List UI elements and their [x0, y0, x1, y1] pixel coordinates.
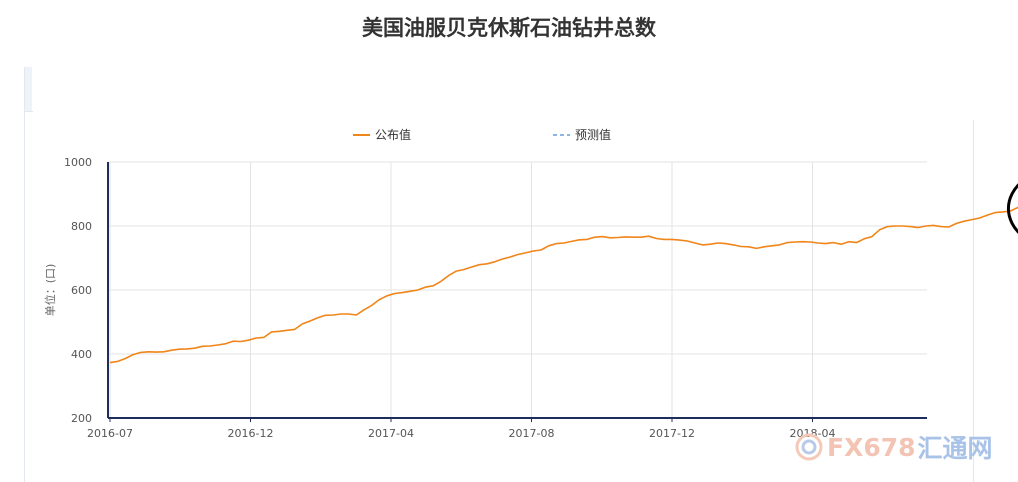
- panel-tab: [25, 67, 32, 111]
- panel-border-right: [973, 120, 974, 482]
- chart-axes: [107, 162, 927, 419]
- panel-border-top: [25, 111, 33, 112]
- x-tick-label: 2017-12: [649, 427, 695, 440]
- fx678-logo-icon: [795, 433, 823, 461]
- y-tick-label: 1000: [64, 156, 92, 169]
- legend-label-published: 公布值: [375, 127, 411, 142]
- x-tick-label: 2016-07: [87, 427, 133, 440]
- x-tick-label: 2017-04: [368, 427, 414, 440]
- watermark-brand: FX678: [827, 432, 916, 462]
- legend-item-forecast[interactable]: 预测值: [553, 127, 611, 142]
- chart-title: 美国油服贝克休斯石油钻井总数: [362, 16, 656, 40]
- watermark-brand-cn: 汇通网: [917, 434, 993, 463]
- x-tick-label: 2017-08: [509, 427, 555, 440]
- series-published: [109, 206, 1018, 364]
- x-tick-label: 2016-12: [228, 427, 274, 440]
- x-axis-ticks: 2016-07 2016-12 2017-04 2017-08 2017-12 2018-…: [87, 418, 835, 440]
- y-tick-label: 400: [71, 348, 92, 361]
- y-tick-label: 600: [71, 284, 92, 297]
- y-tick-label: 200: [71, 412, 92, 425]
- highlight-annotation: [1006, 183, 1018, 234]
- y-axis-label: 单位：(口): [43, 264, 57, 317]
- y-axis-ticks: 200 400 600 800 1000: [64, 156, 92, 425]
- legend-label-forecast: 预测值: [575, 127, 611, 142]
- series-line-published: [109, 206, 1018, 364]
- chart-grid: [108, 161, 927, 419]
- legend-item-published[interactable]: 公布值: [353, 127, 411, 142]
- chart-legend: 公布值 预测值: [353, 127, 611, 142]
- watermark: FX678 汇通网: [795, 430, 993, 464]
- y-tick-label: 800: [71, 220, 92, 233]
- panel-border-left: [24, 67, 25, 482]
- highlight-ellipse: [1006, 183, 1018, 234]
